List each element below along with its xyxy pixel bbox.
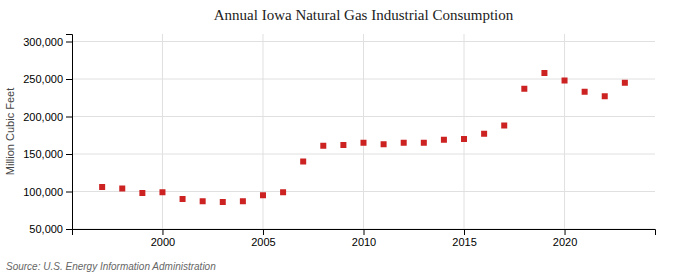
tick: 2020	[553, 229, 577, 248]
tick: 2005	[251, 229, 275, 248]
point	[340, 142, 346, 148]
tick-mark	[66, 42, 72, 43]
point	[381, 141, 387, 147]
tick-label: 2005	[251, 236, 275, 248]
grid-line-x	[162, 34, 163, 229]
point	[602, 93, 608, 99]
tick: 50,000	[29, 223, 72, 235]
axis-line	[66, 35, 73, 230]
tick-label: 300,000	[23, 36, 63, 48]
source: Source: U.S. Energy Information Administ…	[6, 261, 216, 272]
point	[521, 86, 527, 92]
tick-label: 200,000	[23, 111, 63, 123]
tick-label: 100,000	[23, 186, 63, 198]
grid-line-x	[564, 34, 565, 229]
point	[99, 184, 105, 190]
point	[361, 140, 367, 146]
grid-line-x	[464, 34, 465, 229]
tick-mark	[364, 229, 365, 235]
point	[441, 137, 447, 143]
point	[260, 192, 266, 198]
tick-mark	[66, 154, 72, 155]
x-axis: 2000 2005 2010 2015 2020	[73, 229, 656, 248]
point	[541, 70, 547, 76]
point	[159, 189, 165, 195]
point	[139, 190, 145, 196]
point	[119, 186, 125, 192]
point	[300, 159, 306, 165]
point	[461, 136, 467, 142]
point	[320, 143, 326, 149]
grid	[72, 34, 655, 229]
point	[501, 123, 507, 129]
grid-line-x	[262, 34, 263, 229]
point	[401, 140, 407, 146]
tick-label: 2020	[553, 236, 577, 248]
tick-label: 150,000	[23, 148, 63, 160]
plot: 2000 2005 2010 2015 2020 50,000 100,000 150,000…	[23, 34, 655, 248]
tick-label: 2000	[151, 236, 175, 248]
chart: 2000 2005 2010 2015 2020 50,000 100,000 150,000…	[0, 0, 675, 275]
tick: 200,000	[23, 111, 72, 123]
point	[481, 131, 487, 137]
tick-mark	[263, 229, 264, 235]
tick: 300,000	[23, 36, 72, 48]
tick: 2015	[452, 229, 476, 248]
tick: 250,000	[23, 73, 72, 85]
tick: 2000	[151, 229, 175, 248]
point	[240, 198, 246, 204]
point	[622, 80, 628, 86]
title: Annual Iowa Natural Gas Industrial Consu…	[214, 7, 514, 23]
point	[562, 78, 568, 84]
tick-mark	[66, 229, 72, 230]
tick-mark	[66, 117, 72, 118]
tick-mark	[565, 229, 566, 235]
point	[582, 89, 588, 95]
tick: 100,000	[23, 186, 72, 198]
tick-label: 250,000	[23, 73, 63, 85]
points	[99, 70, 628, 205]
tick-mark	[162, 229, 163, 235]
point	[421, 140, 427, 146]
tick: 2010	[352, 229, 376, 248]
y-axis-label: Million Cubic Feet	[4, 88, 16, 175]
grid-line-x	[363, 34, 364, 229]
point	[280, 189, 286, 195]
point	[200, 198, 206, 204]
tick-label: 50,000	[29, 223, 63, 235]
y-axis: 50,000 100,000 150,000 200,000 250,000 300,00…	[23, 35, 72, 236]
tick-mark	[464, 229, 465, 235]
tick-mark	[66, 79, 72, 80]
point	[180, 196, 186, 202]
tick: 150,000	[23, 148, 72, 160]
tick-mark	[66, 192, 72, 193]
tick-label: 2015	[452, 236, 476, 248]
point	[220, 199, 226, 205]
axis-line	[73, 230, 656, 236]
tick-label: 2010	[352, 236, 376, 248]
